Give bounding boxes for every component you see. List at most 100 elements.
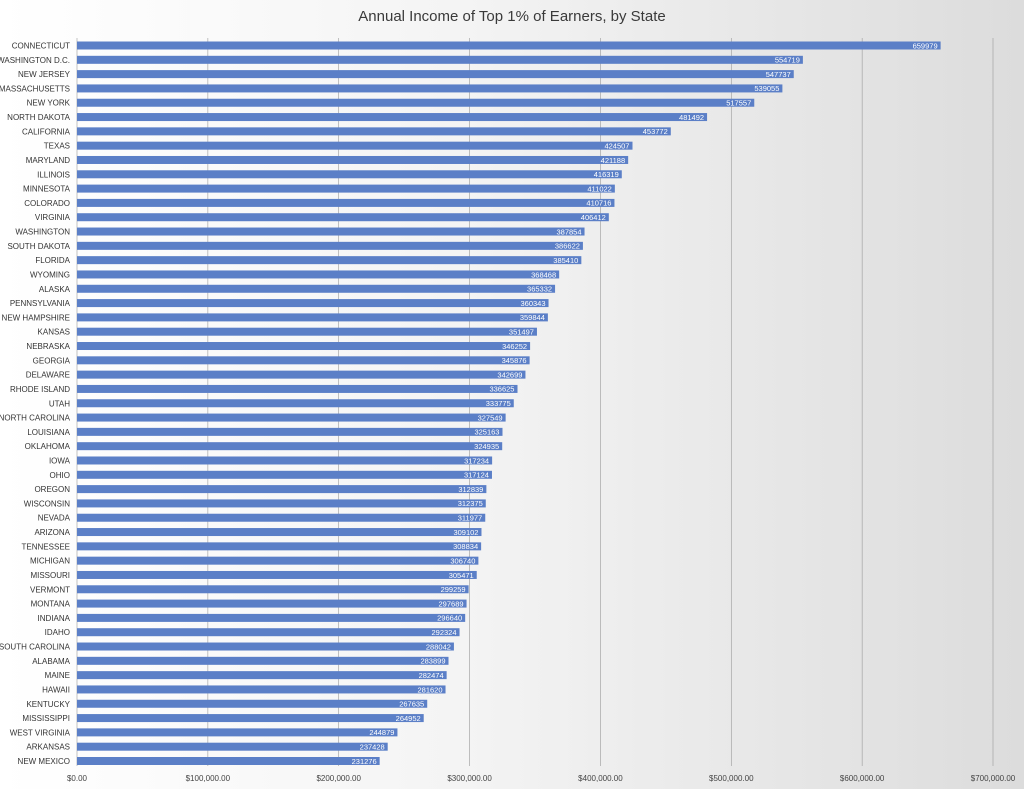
bar	[77, 184, 615, 193]
bar	[77, 70, 794, 79]
bar	[77, 98, 755, 107]
bar	[77, 227, 585, 236]
bar	[77, 256, 582, 265]
category-label: NEVADA	[38, 514, 71, 523]
category-label: WASHINGTON	[15, 228, 70, 237]
bar	[77, 113, 708, 122]
category-label: UTAH	[49, 399, 70, 408]
bar	[77, 499, 486, 508]
bar	[77, 327, 537, 336]
bar	[77, 41, 941, 50]
bar	[77, 556, 479, 565]
data-label: 292324	[431, 628, 456, 637]
bar	[77, 370, 526, 379]
data-label: 327549	[478, 413, 503, 422]
category-label: ARIZONA	[34, 528, 70, 537]
bar	[77, 742, 388, 751]
bar	[77, 270, 560, 279]
chart-title: Annual Income of Top 1% of Earners, by S…	[358, 8, 666, 25]
category-label: MICHIGAN	[30, 557, 70, 566]
data-label: 539055	[754, 84, 779, 93]
data-label: 659979	[913, 41, 938, 50]
bar	[77, 513, 486, 522]
bar	[77, 570, 477, 579]
bar	[77, 728, 398, 737]
data-label: 325163	[474, 428, 499, 437]
category-label: MONTANA	[31, 600, 71, 609]
data-label: 416319	[594, 170, 619, 179]
data-label: 267635	[399, 700, 424, 709]
data-label: 309102	[453, 528, 478, 537]
bar	[77, 284, 556, 293]
category-label: MASSACHUSETTS	[0, 84, 70, 93]
bar	[77, 485, 487, 494]
bar	[77, 299, 549, 308]
category-label: ALASKA	[39, 285, 71, 294]
category-label: NEBRASKA	[26, 342, 70, 351]
category-label: VIRGINIA	[35, 213, 71, 222]
x-tick-label: $500,000.00	[709, 774, 754, 783]
bar	[77, 656, 449, 665]
category-label: IOWA	[49, 456, 71, 465]
bar	[77, 399, 514, 408]
data-label: 346252	[502, 342, 527, 351]
data-label: 288042	[426, 642, 451, 651]
category-label: OKLAHOMA	[25, 442, 71, 451]
data-label: 311977	[458, 514, 482, 523]
data-label: 244879	[369, 728, 394, 737]
bar	[77, 599, 467, 608]
bar	[77, 585, 469, 594]
category-label: KENTUCKY	[26, 700, 70, 709]
data-label: 264952	[396, 714, 421, 723]
data-label: 517557	[726, 99, 751, 108]
data-label: 281620	[417, 685, 442, 694]
category-label: SOUTH CAROLINA	[0, 643, 71, 652]
category-label: CONNECTICUT	[12, 42, 70, 51]
bar	[77, 127, 671, 136]
bar	[77, 528, 482, 537]
category-label: MAINE	[45, 671, 70, 680]
data-label: 336625	[489, 385, 514, 394]
x-tick-label: $700,000.00	[971, 774, 1016, 783]
data-label: 317234	[464, 456, 489, 465]
x-tick-label: $0.00	[67, 774, 88, 783]
data-label: 296640	[437, 614, 462, 623]
category-label: OHIO	[50, 471, 70, 480]
bar	[77, 413, 506, 422]
bar	[77, 342, 531, 351]
category-label: CALIFORNIA	[22, 127, 71, 136]
data-label: 351497	[509, 328, 534, 337]
category-label: TENNESSEE	[22, 542, 70, 551]
category-label: IDAHO	[45, 628, 70, 637]
category-label: NEW JERSEY	[18, 70, 71, 79]
category-label: COLORADO	[24, 199, 70, 208]
category-label: NEW YORK	[27, 99, 71, 108]
data-label: 345876	[502, 356, 527, 365]
bar	[77, 699, 428, 708]
category-label: ARKANSAS	[26, 743, 70, 752]
data-label: 411022	[587, 184, 611, 193]
category-label: NEW HAMPSHIRE	[2, 313, 70, 322]
bar	[77, 241, 583, 250]
data-label: 359844	[520, 313, 545, 322]
category-label: MISSOURI	[30, 571, 70, 580]
category-label: WISCONSIN	[24, 499, 70, 508]
category-label: OREGON	[34, 485, 70, 494]
category-label: LOUISIANA	[27, 428, 70, 437]
data-label: 410716	[586, 199, 611, 208]
data-label: 421188	[601, 156, 625, 165]
data-label: 387854	[557, 227, 582, 236]
category-label: VERMONT	[30, 585, 70, 594]
category-label: WEST VIRGINIA	[10, 728, 71, 737]
data-label: 368468	[531, 270, 556, 279]
bar	[77, 170, 622, 179]
bar	[77, 155, 629, 164]
category-label: ALABAMA	[32, 657, 70, 666]
bar	[77, 198, 615, 207]
bar	[77, 213, 609, 222]
data-label: 308834	[453, 542, 478, 551]
category-label: TEXAS	[44, 142, 70, 151]
x-tick-label: $100,000.00	[186, 774, 231, 783]
data-label: 547737	[766, 70, 791, 79]
